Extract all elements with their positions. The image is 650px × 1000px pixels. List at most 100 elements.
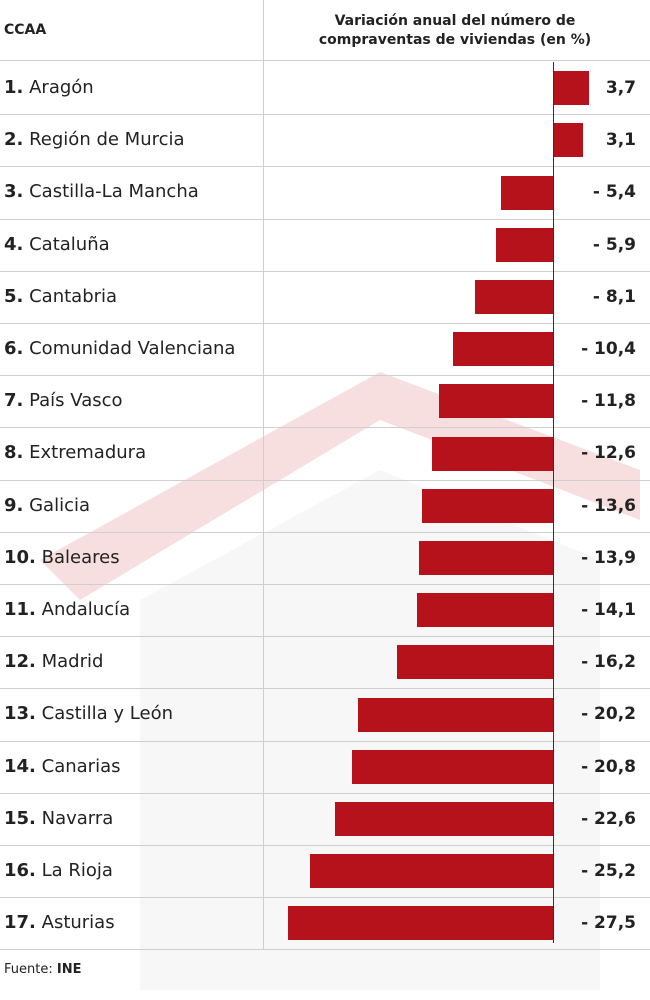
category-name: Región de Murcia (29, 129, 185, 151)
column-divider (263, 0, 264, 950)
value-label: - 10,4 (581, 339, 636, 359)
value-label: - 5,4 (592, 182, 636, 203)
bar (310, 854, 553, 889)
category-name: Extremadura (29, 442, 147, 464)
separator (0, 792, 650, 794)
category-name: Asturias (41, 912, 115, 934)
value-label: - 22,6 (581, 808, 636, 829)
rank: 17. (4, 912, 36, 934)
bar (396, 645, 553, 680)
value-label: 3,7 (605, 78, 636, 98)
rank: 1. (4, 77, 24, 98)
category-name: Castilla-La Mancha (29, 181, 199, 203)
value-label: - 27,5 (581, 913, 636, 934)
separator (0, 531, 650, 533)
category-name: Canarias (41, 755, 121, 777)
bar (452, 332, 553, 367)
separator (0, 427, 650, 429)
category-label: 7. País Vasco (4, 375, 123, 427)
bar (352, 749, 553, 784)
bar (439, 384, 553, 419)
bar (417, 593, 553, 628)
value-label: - 14,1 (581, 600, 636, 620)
category-name: Comunidad Valenciana (29, 338, 236, 359)
bar (358, 697, 553, 732)
bar (553, 123, 583, 158)
category-name: Galicia (29, 494, 91, 516)
chart-title: Variación anual del número de compravent… (318, 13, 592, 48)
separator (0, 584, 650, 585)
category-label: 2. Región de Murcia (4, 114, 185, 166)
value-label: - 5,9 (592, 234, 636, 255)
category-label: 4. Cataluña (4, 219, 110, 271)
zero-line (553, 62, 554, 944)
source-label: Fuente: (4, 962, 53, 977)
category-label: 9. Galicia (4, 480, 90, 532)
rank: 5. (4, 285, 24, 307)
category-label: 10. Baleares (4, 532, 120, 584)
bar (421, 488, 553, 523)
category-name: Castilla y León (41, 703, 173, 725)
separator (0, 218, 650, 220)
value-label: - 25,2 (581, 861, 636, 881)
category-name: Baleares (41, 546, 120, 568)
value-label: - 20,8 (581, 756, 636, 777)
category-name: País Vasco (29, 390, 123, 412)
rank: 8. (4, 442, 24, 464)
value-label: - 8,1 (592, 286, 636, 307)
source: Fuente: INE (4, 962, 81, 977)
category-name: Madrid (41, 651, 104, 673)
separator (0, 323, 650, 324)
separator (0, 897, 650, 899)
category-label: 5. Cantabria (4, 271, 117, 323)
separator (0, 60, 650, 61)
category-name: La Rioja (41, 860, 113, 881)
source-name: INE (56, 962, 82, 977)
rank: 13. (4, 703, 36, 725)
rank: 6. (4, 338, 24, 359)
separator (0, 166, 650, 168)
bar (553, 71, 589, 106)
value-label: 3,1 (605, 130, 636, 151)
bar (431, 436, 553, 471)
category-name: Cantabria (29, 285, 118, 307)
separator (0, 375, 650, 377)
category-header: CCAA (4, 22, 47, 38)
separator (0, 114, 650, 116)
value-label: - 13,9 (581, 547, 636, 568)
value-label: - 20,2 (581, 704, 636, 725)
rank: 7. (4, 390, 24, 412)
rank: 15. (4, 807, 36, 829)
rank: 2. (4, 129, 24, 151)
category-label: 14. Canarias (4, 741, 120, 793)
separator (0, 845, 650, 846)
separator (0, 949, 650, 951)
bar (500, 175, 553, 210)
category-label: 13. Castilla y León (4, 688, 173, 740)
bar (419, 540, 553, 575)
rank: 12. (4, 651, 36, 673)
value-label: - 11,8 (581, 391, 636, 412)
category-name: Cataluña (29, 233, 110, 255)
category-label: 3. Castilla-La Mancha (4, 166, 199, 218)
category-name: Andalucía (41, 599, 131, 620)
category-label: 1. Aragón (4, 62, 94, 114)
separator (0, 688, 650, 690)
bar (287, 906, 553, 941)
bar (474, 279, 553, 314)
category-name: Aragón (29, 77, 94, 98)
separator (0, 270, 650, 272)
category-label: 11. Andalucía (4, 584, 130, 636)
rank: 4. (4, 233, 24, 255)
category-label: 15. Navarra (4, 793, 113, 845)
value-label: - 13,6 (581, 495, 636, 516)
category-label: 17. Asturias (4, 897, 115, 949)
separator (0, 479, 650, 481)
bar (496, 227, 553, 262)
category-name: Navarra (41, 807, 114, 829)
category-label: 6. Comunidad Valenciana (4, 323, 235, 375)
rank: 11. (4, 599, 36, 620)
value-label: - 12,6 (581, 443, 636, 464)
rank: 16. (4, 860, 36, 881)
